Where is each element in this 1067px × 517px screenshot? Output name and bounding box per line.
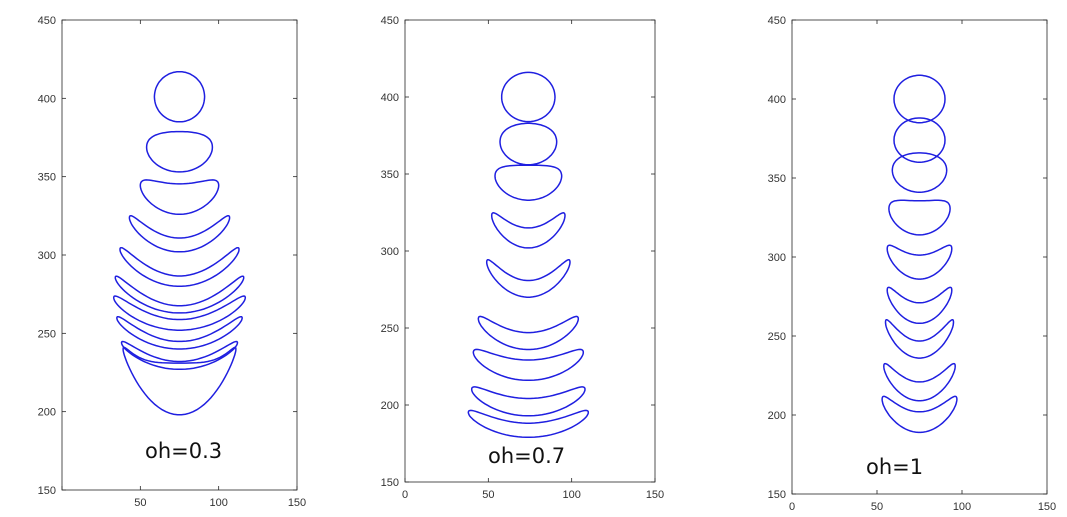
annotation-backdrop bbox=[142, 438, 226, 464]
droplet-contour-1 bbox=[893, 74, 946, 124]
droplet-contour-5 bbox=[886, 244, 953, 280]
y-tick-label: 200 bbox=[38, 407, 56, 419]
x-tick-label: 100 bbox=[562, 489, 580, 501]
annotation-backdrop bbox=[863, 454, 927, 480]
droplet-contour-5 bbox=[119, 246, 240, 288]
droplet-contour-4 bbox=[128, 215, 231, 253]
x-tick-label: 150 bbox=[646, 489, 664, 501]
panel-oh-1: 0 50 100 150 150 200 250 300 350 400 450 oh=1 bbox=[768, 15, 1057, 513]
droplet-contour-9 bbox=[120, 340, 239, 371]
y-tick-label: 350 bbox=[381, 169, 399, 181]
droplet-contour-9 bbox=[881, 395, 958, 434]
axes-box bbox=[791, 19, 1048, 495]
oh-annotation: oh=0.7 bbox=[488, 444, 565, 468]
y-tick-label: 400 bbox=[381, 92, 399, 104]
y-tick-label: 250 bbox=[768, 331, 786, 343]
y-tick-label: 450 bbox=[381, 15, 399, 27]
droplet-contour-8 bbox=[470, 386, 586, 417]
droplet-contour-6 bbox=[886, 286, 953, 325]
y-tick-label: 250 bbox=[38, 328, 56, 340]
panel-oh-0-7: 0 50 100 150 150 200 250 300 350 400 450 oh=0.7 bbox=[381, 15, 665, 501]
panel-oh-0-3: 50 100 150 150 200 250 300 350 400 450 oh=0.3 bbox=[38, 15, 307, 509]
y-tick-label: 300 bbox=[381, 246, 399, 258]
y-tick-label: 350 bbox=[38, 172, 56, 184]
droplet-contour-7 bbox=[472, 348, 585, 382]
droplet-contour-1 bbox=[500, 71, 556, 123]
y-tick-label: 150 bbox=[768, 489, 786, 501]
droplet-contour-4 bbox=[888, 199, 951, 236]
droplet-contour-3 bbox=[139, 179, 220, 215]
oh-annotation: oh=1 bbox=[866, 455, 923, 479]
oh-annotation: oh=0.3 bbox=[145, 439, 222, 463]
axes-box bbox=[404, 19, 656, 483]
droplet-contour-10 bbox=[122, 346, 237, 416]
x-tick-label: 50 bbox=[134, 497, 146, 509]
droplet-contour-6 bbox=[114, 275, 245, 314]
x-tick-label: 100 bbox=[209, 497, 227, 509]
y-tick-label: 400 bbox=[38, 93, 56, 105]
x-tick-label: 50 bbox=[871, 501, 883, 513]
droplet-contour-2 bbox=[893, 117, 946, 163]
x-tick-label: 0 bbox=[789, 501, 795, 513]
droplet-contour-5 bbox=[485, 259, 571, 298]
y-tick-label: 350 bbox=[768, 173, 786, 185]
y-tick-label: 250 bbox=[381, 323, 399, 335]
droplet-contour-3 bbox=[891, 152, 948, 193]
y-tick-label: 400 bbox=[768, 94, 786, 106]
droplet-contour-8 bbox=[116, 315, 243, 350]
x-tick-label: 50 bbox=[482, 489, 494, 501]
droplet-contour-2 bbox=[499, 122, 558, 166]
y-tick-label: 200 bbox=[381, 400, 399, 412]
x-tick-label: 100 bbox=[953, 501, 971, 513]
y-tick-label: 150 bbox=[38, 485, 56, 497]
droplet-contour-2 bbox=[145, 130, 214, 173]
droplet-contour-7 bbox=[112, 295, 247, 331]
droplet-contour-3 bbox=[494, 164, 563, 201]
y-tick-label: 300 bbox=[38, 250, 56, 262]
annotation-backdrop bbox=[485, 443, 569, 469]
droplet-contour-9 bbox=[467, 409, 590, 439]
x-tick-label: 150 bbox=[1038, 501, 1056, 513]
droplet-contour-4 bbox=[490, 212, 566, 249]
y-tick-label: 200 bbox=[768, 410, 786, 422]
droplet-contour-7 bbox=[884, 319, 955, 359]
droplet-contour-8 bbox=[883, 362, 956, 402]
y-tick-label: 300 bbox=[768, 252, 786, 264]
x-tick-label: 150 bbox=[288, 497, 306, 509]
y-tick-label: 150 bbox=[381, 477, 399, 489]
x-tick-label: 0 bbox=[402, 489, 408, 501]
droplet-contour-1 bbox=[153, 70, 206, 123]
y-tick-label: 450 bbox=[38, 15, 56, 27]
axes-box bbox=[61, 19, 298, 491]
y-tick-label: 450 bbox=[768, 15, 786, 27]
droplet-contour-6 bbox=[477, 315, 580, 351]
